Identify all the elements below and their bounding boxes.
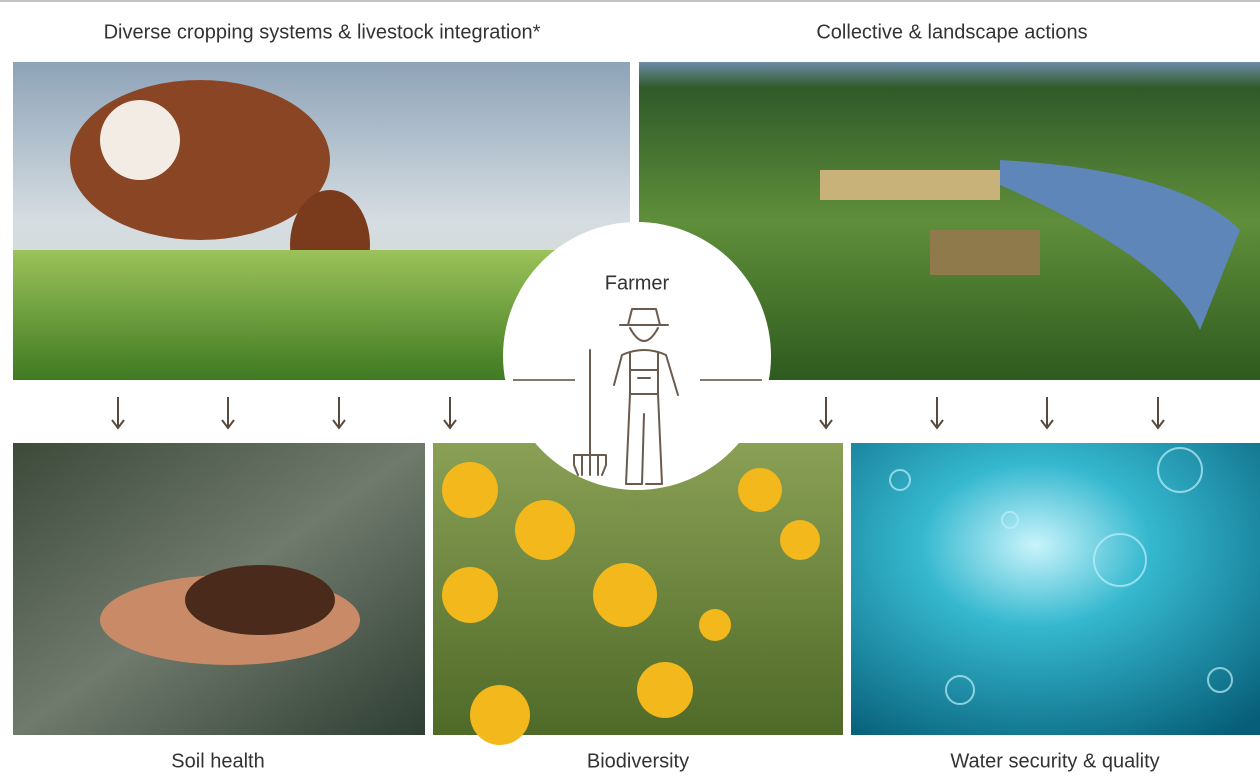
photo-soil [13,443,425,735]
panel-label: Water security & quality [950,750,1159,772]
panel-label: Biodiversity [587,750,689,772]
panel-label: Collective & landscape actions [816,21,1087,43]
panel-label: Soil health [171,750,264,772]
diagram: Diverse cropping systems & livestock int… [0,0,1260,777]
panel-label: Diverse cropping systems & livestock int… [104,21,541,43]
photo-water [851,443,1260,735]
center-label: Farmer [605,272,670,294]
farmer-badge: Farmer [503,222,771,490]
